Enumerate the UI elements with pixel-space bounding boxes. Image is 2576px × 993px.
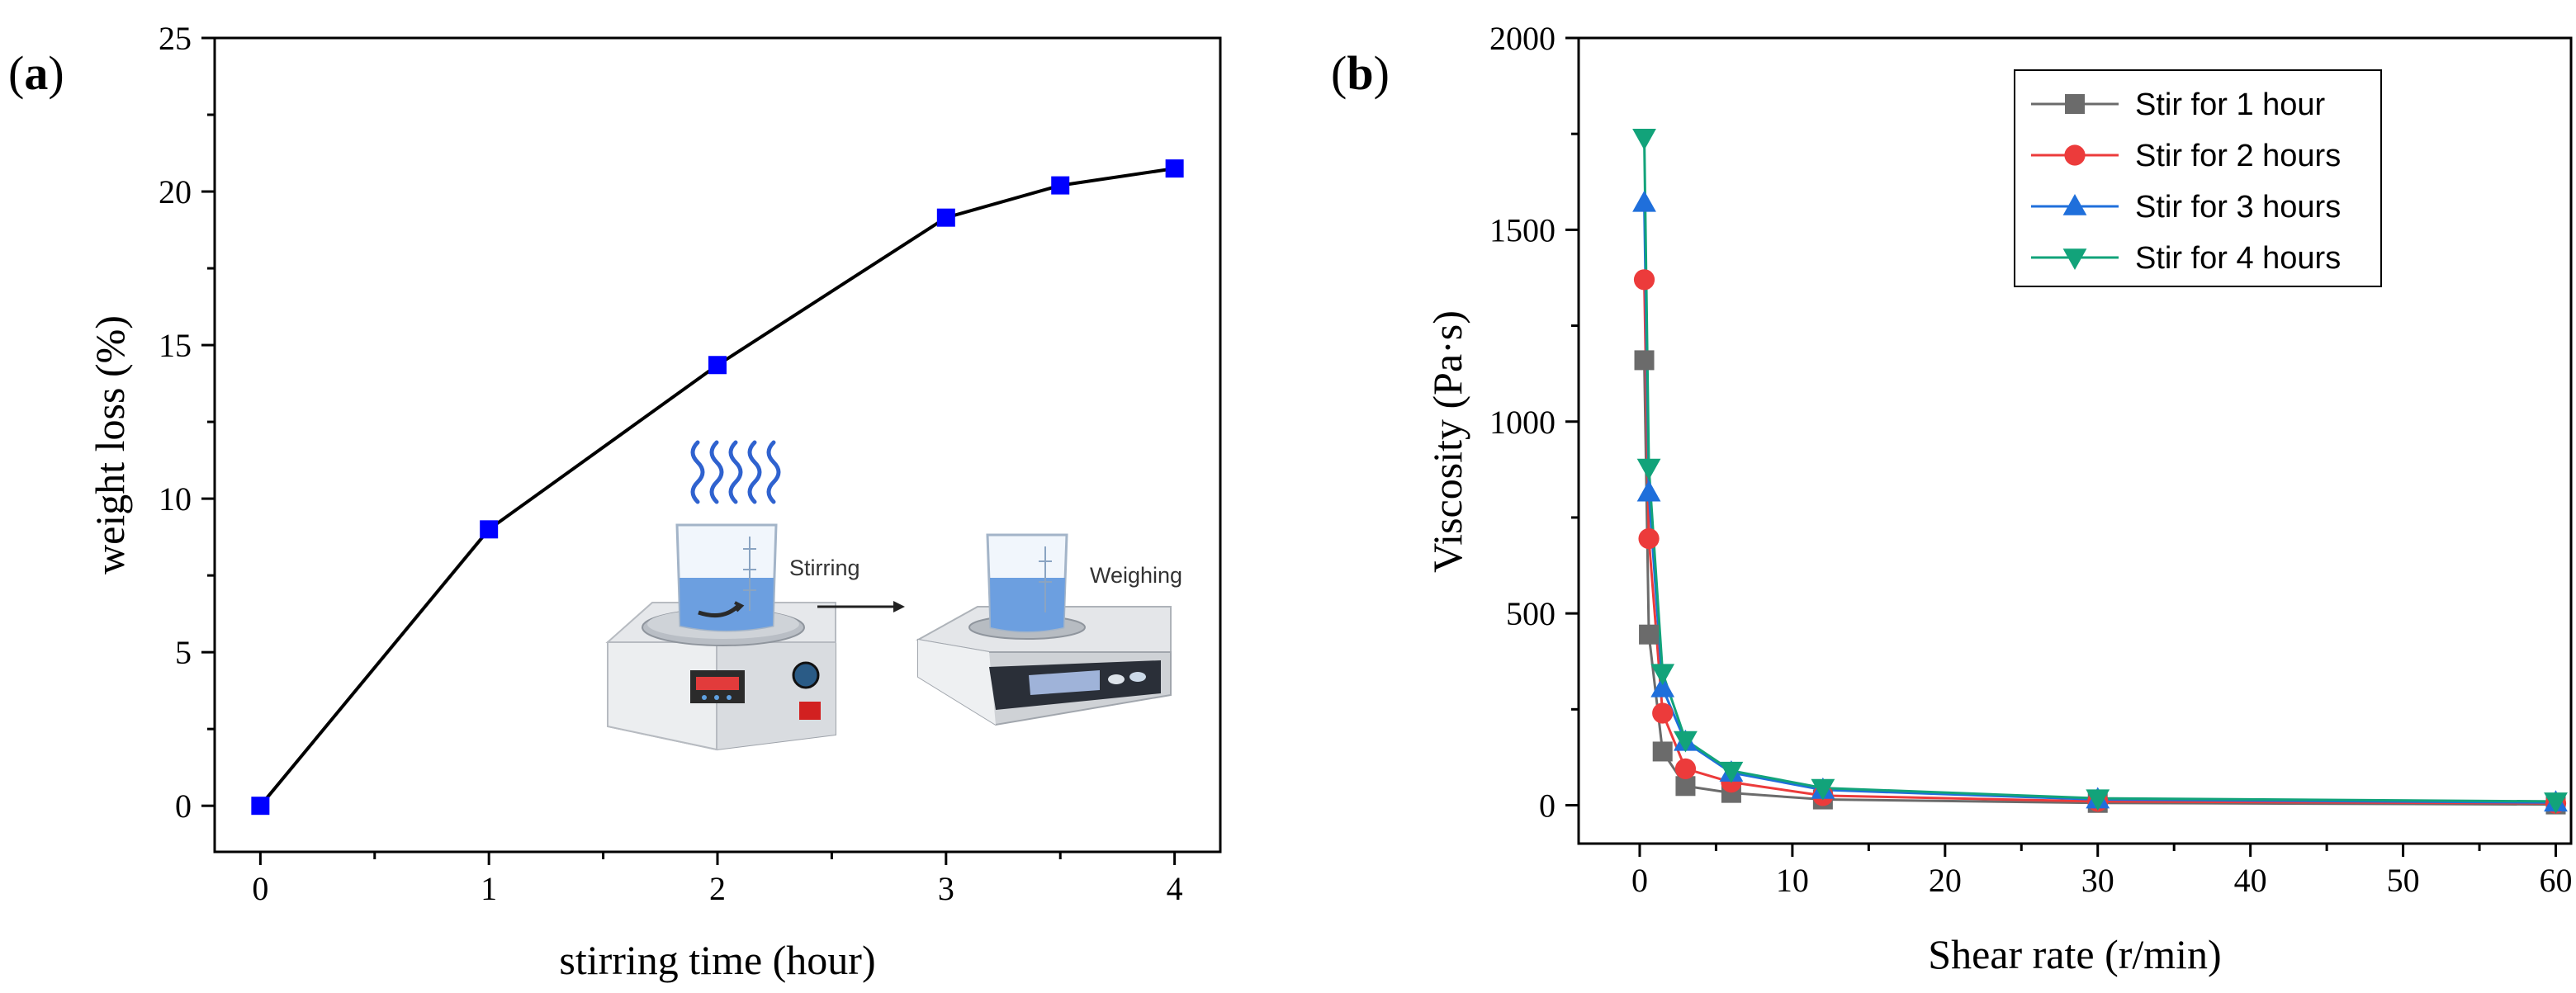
data-point <box>1719 761 1744 783</box>
x-tick-label: 10 <box>1776 862 1809 899</box>
data-point <box>1674 758 1697 779</box>
data-point <box>1051 176 1070 195</box>
data-point <box>1650 675 1675 697</box>
x-tick-label: 0 <box>1631 862 1648 899</box>
y-tick-label: 20 <box>159 173 192 210</box>
data-point <box>1632 129 1656 150</box>
y-tick-label: 0 <box>175 787 192 825</box>
panel-b-label: (b) <box>1331 46 1390 100</box>
legend-label: Stir for 4 hours <box>2135 241 2341 276</box>
magnetic-stirrer-icon <box>605 602 836 751</box>
legend-marker <box>2062 194 2087 215</box>
legend-label: Stir for 1 hour <box>2135 87 2326 122</box>
x-tick-label: 60 <box>2540 862 2573 899</box>
data-point <box>1638 527 1660 550</box>
analytical-balance-icon <box>916 533 1172 726</box>
weighing-label: Weighing <box>1090 563 1182 588</box>
chart-b-legend: Stir for 1 hour Stir for 2 hours Stir for … <box>2014 69 2382 287</box>
y-tick-label: 2000 <box>1489 20 1556 57</box>
chart-b-xlabel: Shear rate (r/min) <box>1928 931 2221 977</box>
data-point <box>1636 458 1661 480</box>
x-tick-label: 4 <box>1167 870 1183 907</box>
x-tick-label: 3 <box>938 870 954 907</box>
stirrer-switch <box>799 702 821 720</box>
chart-a-xlabel: stirring time (hour) <box>559 937 875 983</box>
data-point <box>1674 731 1698 753</box>
legend-marker <box>2065 94 2085 114</box>
data-point <box>936 208 955 227</box>
data-point <box>2544 792 2568 814</box>
data-point <box>1652 702 1674 724</box>
data-point <box>1811 778 1835 801</box>
legend-marker <box>2062 248 2087 270</box>
series-line-4 <box>1643 137 2556 803</box>
data-point <box>1675 776 1696 797</box>
x-tick-label: 1 <box>481 870 497 907</box>
data-point <box>1639 624 1660 645</box>
y-tick-label: 5 <box>175 634 192 671</box>
data-point <box>1632 190 1656 212</box>
beaker-icon <box>675 523 778 632</box>
chart-b-ylabel: Viscosity (Pa·s) <box>1424 310 1470 573</box>
stirring-label: Stirring <box>789 556 860 580</box>
steam-icon <box>690 440 781 504</box>
y-tick-label: 0 <box>1539 787 1556 825</box>
x-tick-label: 40 <box>2234 862 2267 899</box>
series-line-2 <box>1643 279 2556 805</box>
data-point <box>1636 480 1661 502</box>
data-point <box>708 356 727 375</box>
data-point <box>1633 269 1655 291</box>
y-tick-label: 1000 <box>1489 404 1556 441</box>
data-point <box>1165 159 1184 178</box>
chart-b-frame <box>1577 36 2573 845</box>
y-tick-label: 1500 <box>1489 211 1556 248</box>
chart-a: 0 1 2 3 4 0 5 10 15 20 25 stirring time (hour) wei… <box>87 20 1222 983</box>
data-point <box>480 520 499 539</box>
x-tick-label: 20 <box>1929 862 1962 899</box>
series-line-3 <box>1643 202 2556 804</box>
panel-a-label: (a) <box>8 46 64 100</box>
legend-label: Stir for 2 hours <box>2135 139 2341 173</box>
x-tick-label: 0 <box>252 870 268 907</box>
stirrer-knob <box>792 661 820 689</box>
y-tick-label: 25 <box>159 20 192 57</box>
data-point <box>1634 350 1655 371</box>
x-tick-label: 50 <box>2387 862 2420 899</box>
balance-display <box>1029 670 1100 695</box>
series-line-1 <box>258 167 1175 807</box>
legend-marker <box>2064 144 2086 166</box>
x-tick-label: 2 <box>709 870 726 907</box>
data-point <box>2086 789 2110 811</box>
x-tick-label: 30 <box>2081 862 2114 899</box>
y-tick-label: 10 <box>159 480 192 518</box>
data-point <box>251 797 270 816</box>
data-point <box>1650 664 1675 686</box>
y-tick-label: 15 <box>159 327 192 364</box>
legend-label: Stir for 3 hours <box>2135 190 2341 225</box>
right-arrow-icon <box>817 601 905 612</box>
data-point <box>1652 741 1673 762</box>
chart-a-ylabel: weight loss (%) <box>87 315 133 575</box>
stirring-weighing-inset: Stirring Weighing <box>605 440 1182 751</box>
y-tick-label: 500 <box>1506 595 1556 632</box>
chart-b: 0 10 20 30 40 50 60 0 500 1000 1500 2000 Shear rate… <box>1424 20 2573 977</box>
series-line-1 <box>1643 360 2556 806</box>
